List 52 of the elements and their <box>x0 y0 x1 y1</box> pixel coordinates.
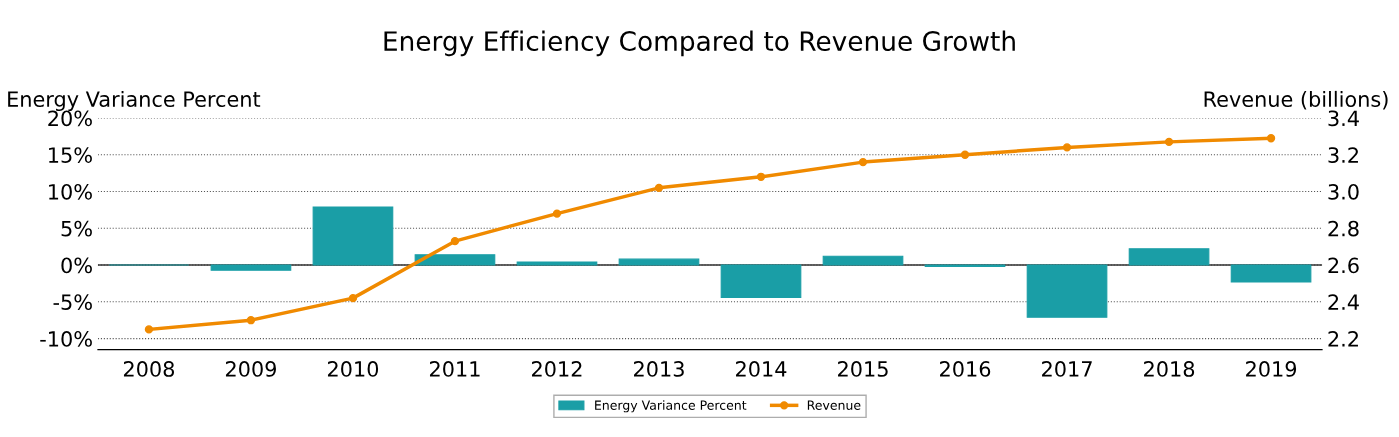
y-tick-label: 20% <box>48 110 92 127</box>
x-tick-label: 2008 <box>123 361 175 377</box>
x-tick-label: 2019 <box>1246 361 1297 377</box>
x-tick-label: 2014 <box>736 361 787 377</box>
point <box>756 172 766 181</box>
bar <box>414 254 496 266</box>
bar <box>210 264 292 271</box>
bar <box>1128 248 1210 266</box>
y2-tick-label: 2.2 <box>1328 331 1358 347</box>
y-tick-label: -5% <box>53 294 92 311</box>
x-tick-label: 2011 <box>429 361 480 377</box>
y-tick-label: 0% <box>61 257 92 274</box>
point <box>960 150 970 159</box>
y-tick-label: 15% <box>49 147 92 163</box>
bar <box>720 264 802 298</box>
y2-tick-label: 2.8 <box>1328 220 1359 237</box>
bar <box>1230 264 1312 283</box>
point <box>1164 137 1174 147</box>
bar <box>618 258 700 266</box>
point <box>552 209 562 218</box>
y-tick-label: 10% <box>49 183 92 200</box>
y2-tick-label: 3.2 <box>1328 147 1358 163</box>
y-tick-label: 5% <box>61 220 92 237</box>
x-tick-label: 2009 <box>225 361 276 377</box>
x-tick-label: 2013 <box>634 361 684 377</box>
x-tick-label: 2010 <box>327 361 379 377</box>
point <box>1266 134 1276 143</box>
x-tick-label: 2017 <box>1042 361 1092 377</box>
x-tick-label: 2015 <box>838 361 888 377</box>
point <box>144 325 154 334</box>
bar <box>822 255 904 266</box>
point <box>450 236 460 246</box>
y2-tick-label: 3.0 <box>1328 183 1359 200</box>
y-tick-label: -10% <box>40 331 92 347</box>
y2-tick-label: 2.4 <box>1328 294 1359 310</box>
point <box>348 293 358 303</box>
y2-axis-title: Revenue (billions) <box>1204 90 1388 110</box>
legend-label: Revenue <box>807 400 861 410</box>
bar <box>516 261 598 266</box>
x-tick-label: 2016 <box>940 361 991 377</box>
chart-title: Energy Efficiency Compared to Revenue Growth <box>384 30 1015 57</box>
x-tick-label: 2012 <box>531 361 582 377</box>
bar <box>312 206 394 266</box>
legend-label: Energy Variance Percent <box>595 400 747 413</box>
y2-tick-label: 2.6 <box>1328 257 1359 274</box>
point <box>246 316 256 325</box>
point <box>858 157 868 167</box>
y2-tick-label: 3.4 <box>1328 110 1359 127</box>
point <box>1062 143 1072 152</box>
bar <box>1026 264 1108 318</box>
point <box>654 183 664 193</box>
x-tick-label: 2018 <box>1144 361 1195 377</box>
